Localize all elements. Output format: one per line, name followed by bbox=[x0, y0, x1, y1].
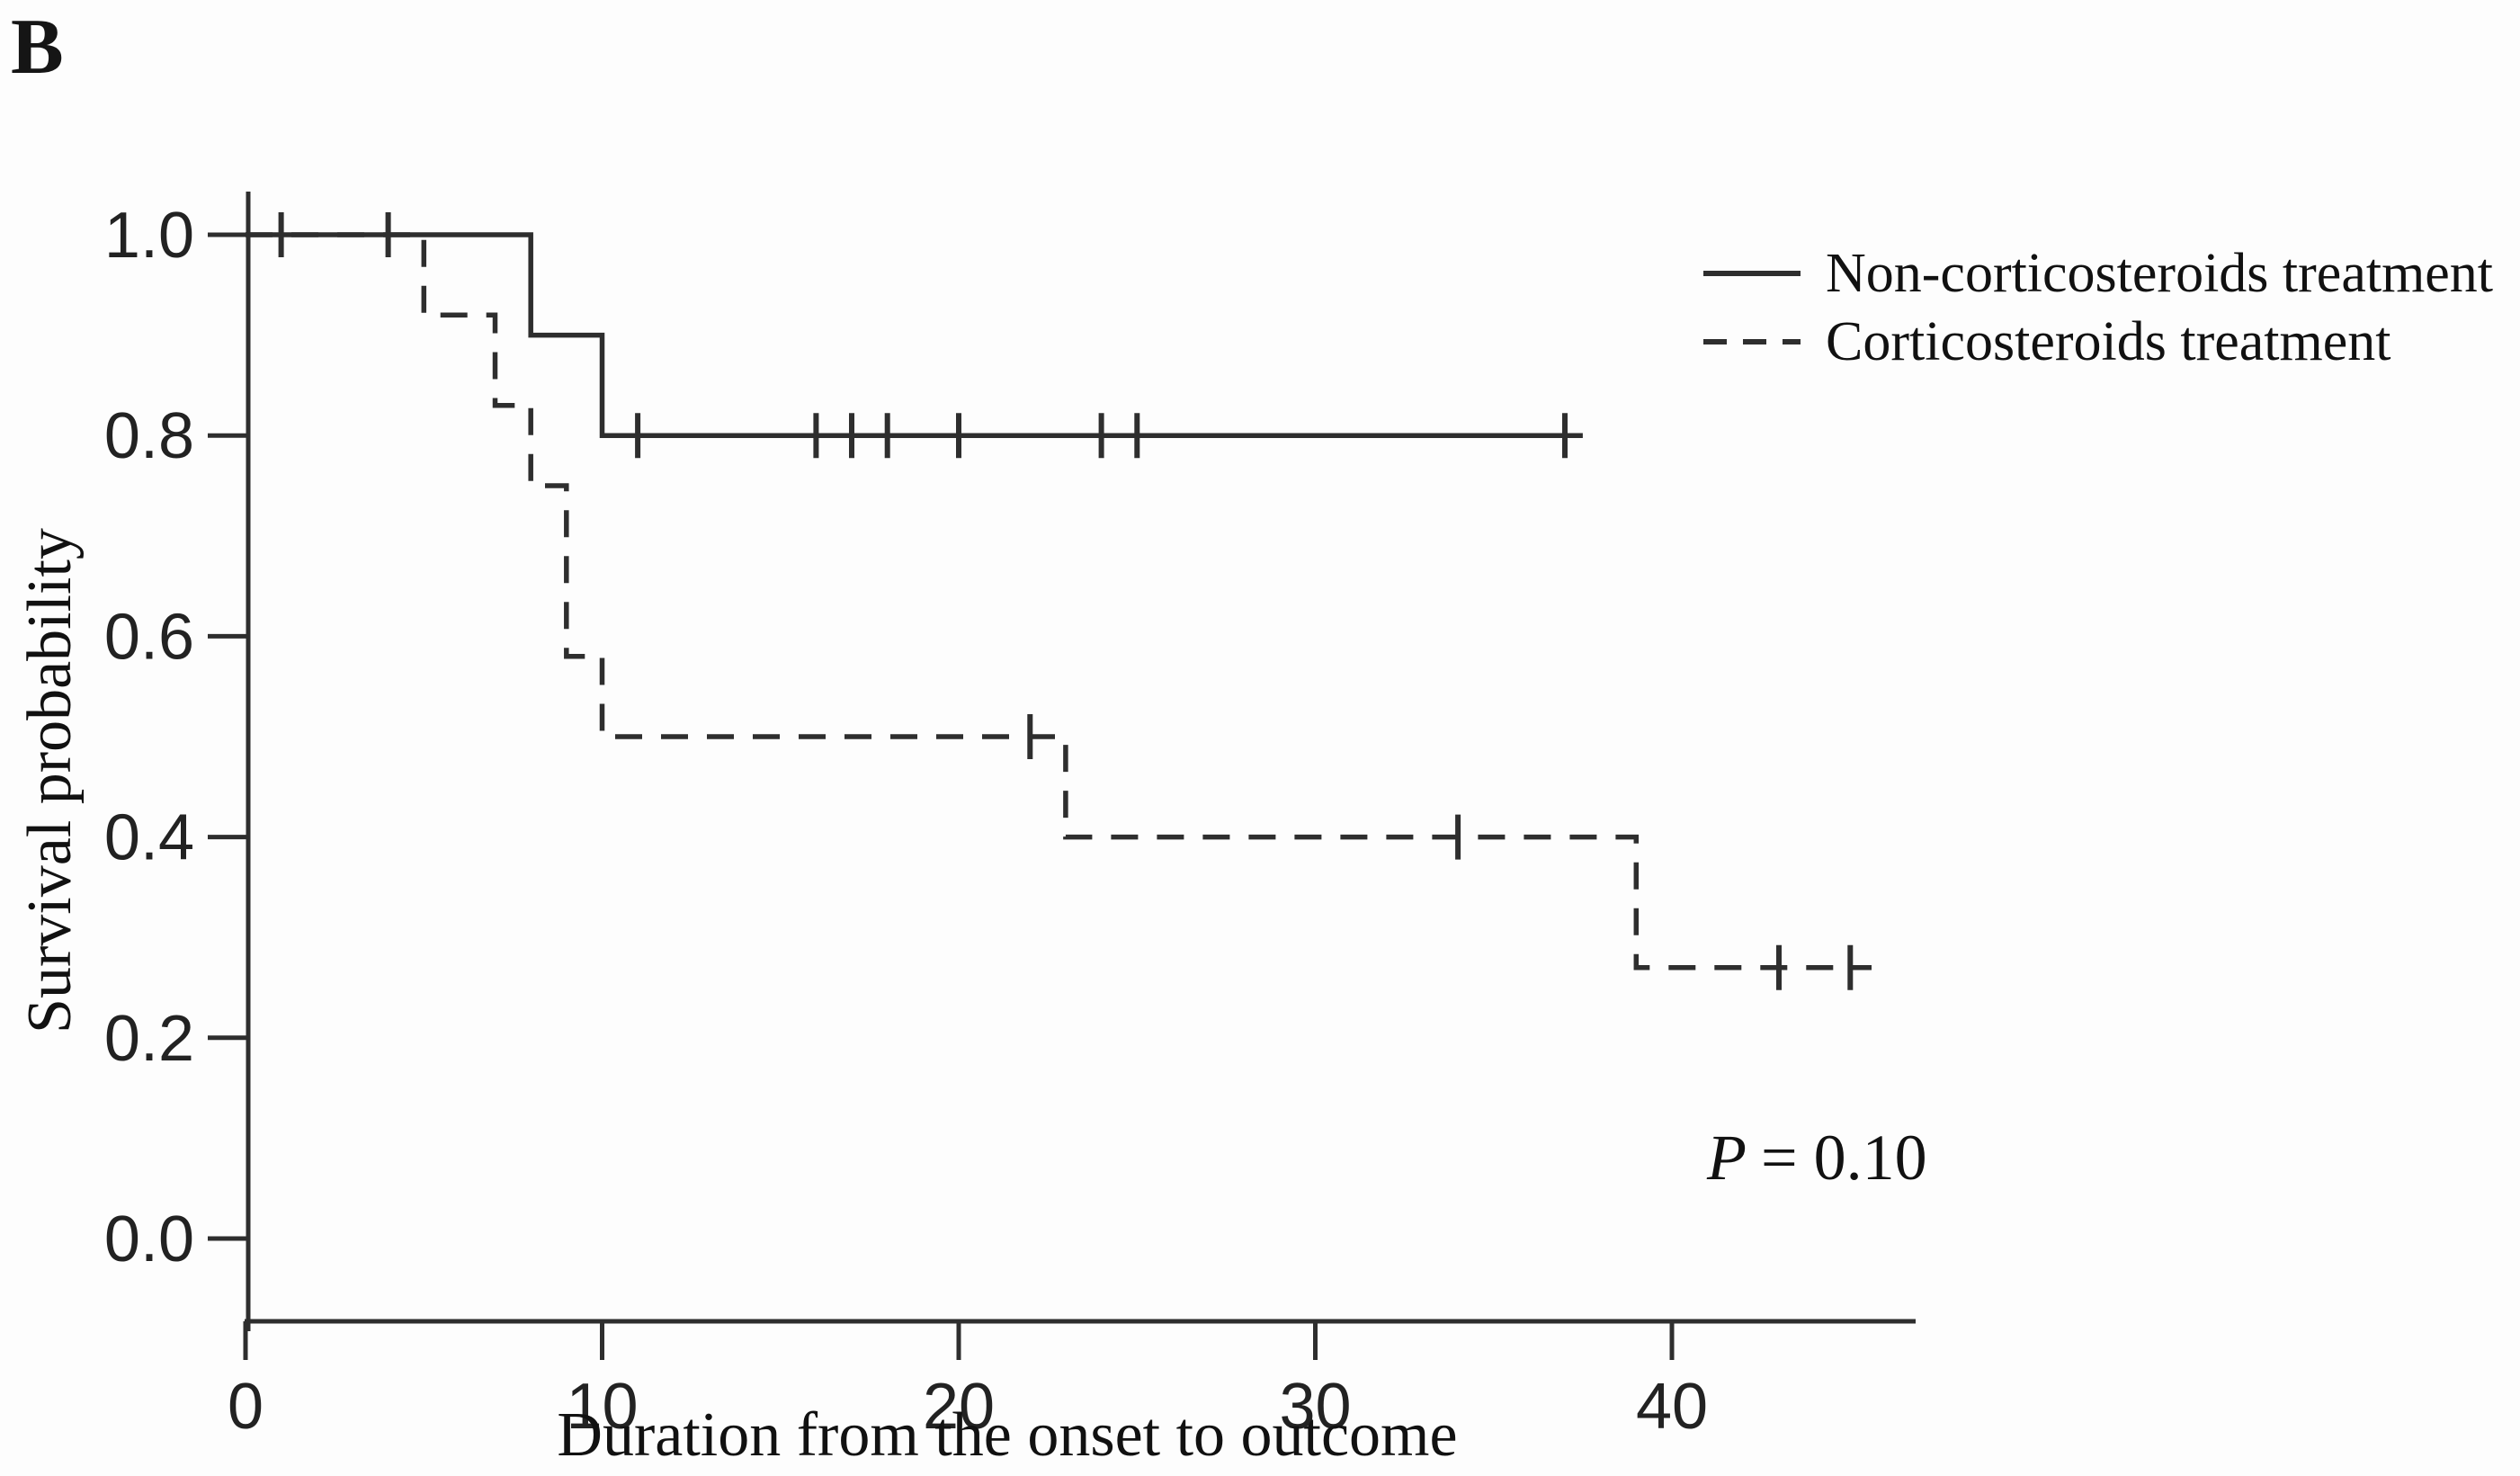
legend: Non-corticosteroids treatment Corticoste… bbox=[1702, 239, 2493, 376]
legend-item-non-corticosteroids: Non-corticosteroids treatment bbox=[1702, 239, 2493, 308]
dashed-line-swatch-icon bbox=[1703, 339, 1801, 344]
p-value: = 0.10 bbox=[1760, 1122, 1927, 1194]
x-axis-title: Duration from the onset to outcome bbox=[557, 1400, 1458, 1470]
legend-item-corticosteroids: Corticosteroids treatment bbox=[1702, 308, 2493, 376]
y-tick-label: 0.2 bbox=[104, 1003, 194, 1075]
x-tick-label: 20 bbox=[923, 1371, 995, 1443]
legend-label-non-corticosteroids: Non-corticosteroids treatment bbox=[1826, 242, 2494, 304]
survival-curve-non-corticosteroids bbox=[246, 232, 1583, 438]
p-symbol: P bbox=[1707, 1122, 1747, 1194]
legend-label-corticosteroids: Corticosteroids treatment bbox=[1826, 310, 2391, 372]
x-tick-label: 30 bbox=[1279, 1371, 1351, 1443]
x-tick-label: 10 bbox=[566, 1371, 638, 1443]
x-tick-label: 40 bbox=[1636, 1371, 1708, 1443]
y-tick-label: 0.8 bbox=[104, 400, 194, 472]
p-value-annotation: P = 0.10 bbox=[1707, 1121, 1927, 1195]
x-tick-label: 0 bbox=[228, 1371, 264, 1443]
y-axis-title: Survival probability bbox=[15, 528, 85, 1033]
y-tick-label: 0.6 bbox=[104, 601, 194, 673]
y-tick-label: 1.0 bbox=[104, 200, 194, 272]
solid-line-swatch-icon bbox=[1703, 271, 1801, 276]
survival-curve-corticosteroids bbox=[246, 232, 1872, 971]
y-tick-label: 0.0 bbox=[104, 1203, 194, 1275]
panel-label: B bbox=[11, 4, 64, 91]
y-tick-label: 0.4 bbox=[104, 802, 194, 874]
